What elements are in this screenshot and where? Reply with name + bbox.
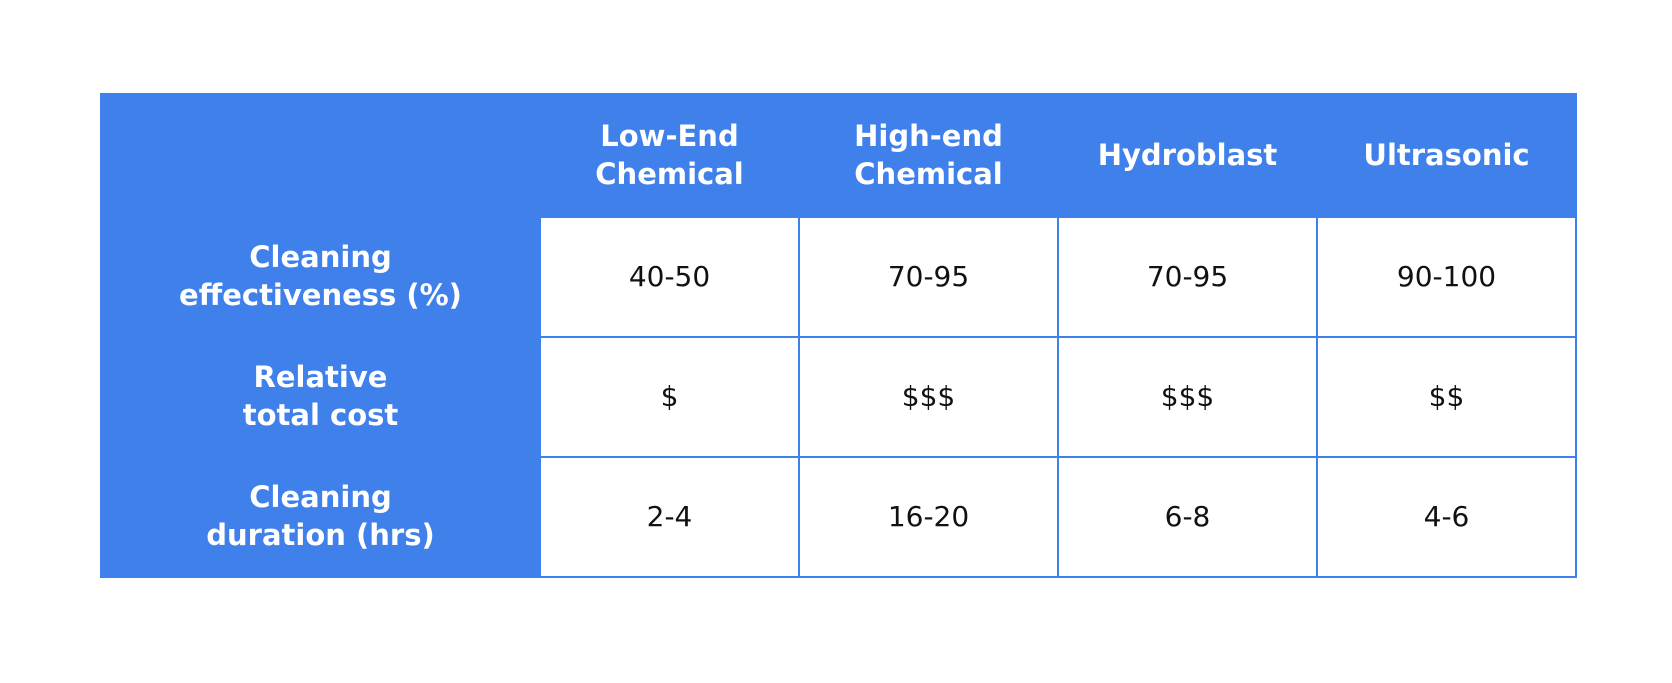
table-row: Relative total cost $ $$$ $$$ $$ bbox=[100, 336, 1577, 458]
header-row: Low-End Chemical High-end Chemical Hydrobl… bbox=[100, 93, 1577, 218]
table-row: Cleaning effectiveness (%) 40-50 70-95 70-9… bbox=[100, 216, 1577, 338]
table-cell: $ bbox=[539, 336, 800, 458]
row-header: Cleaning duration (hrs) bbox=[100, 456, 541, 578]
table-cell: 4-6 bbox=[1316, 456, 1577, 578]
table-cell: 16-20 bbox=[798, 456, 1059, 578]
table-cell: 6-8 bbox=[1057, 456, 1318, 578]
table-cell: $$$ bbox=[1057, 336, 1318, 458]
table-cell: $$$ bbox=[798, 336, 1059, 458]
table-row: Cleaning duration (hrs) 2-4 16-20 6-8 4-6 bbox=[100, 456, 1577, 578]
row-header: Relative total cost bbox=[100, 336, 541, 458]
column-header: Hydroblast bbox=[1057, 93, 1318, 218]
table-cell: 2-4 bbox=[539, 456, 800, 578]
comparison-table: Low-End Chemical High-end Chemical Hydrobl… bbox=[100, 93, 1577, 578]
table-cell: 70-95 bbox=[798, 216, 1059, 338]
table-cell: 70-95 bbox=[1057, 216, 1318, 338]
column-header: High-end Chemical bbox=[798, 93, 1059, 218]
table-cell: 40-50 bbox=[539, 216, 800, 338]
corner-cell bbox=[100, 93, 541, 218]
column-header: Low-End Chemical bbox=[539, 93, 800, 218]
column-header: Ultrasonic bbox=[1316, 93, 1577, 218]
table-cell: $$ bbox=[1316, 336, 1577, 458]
table-cell: 90-100 bbox=[1316, 216, 1577, 338]
row-header: Cleaning effectiveness (%) bbox=[100, 216, 541, 338]
